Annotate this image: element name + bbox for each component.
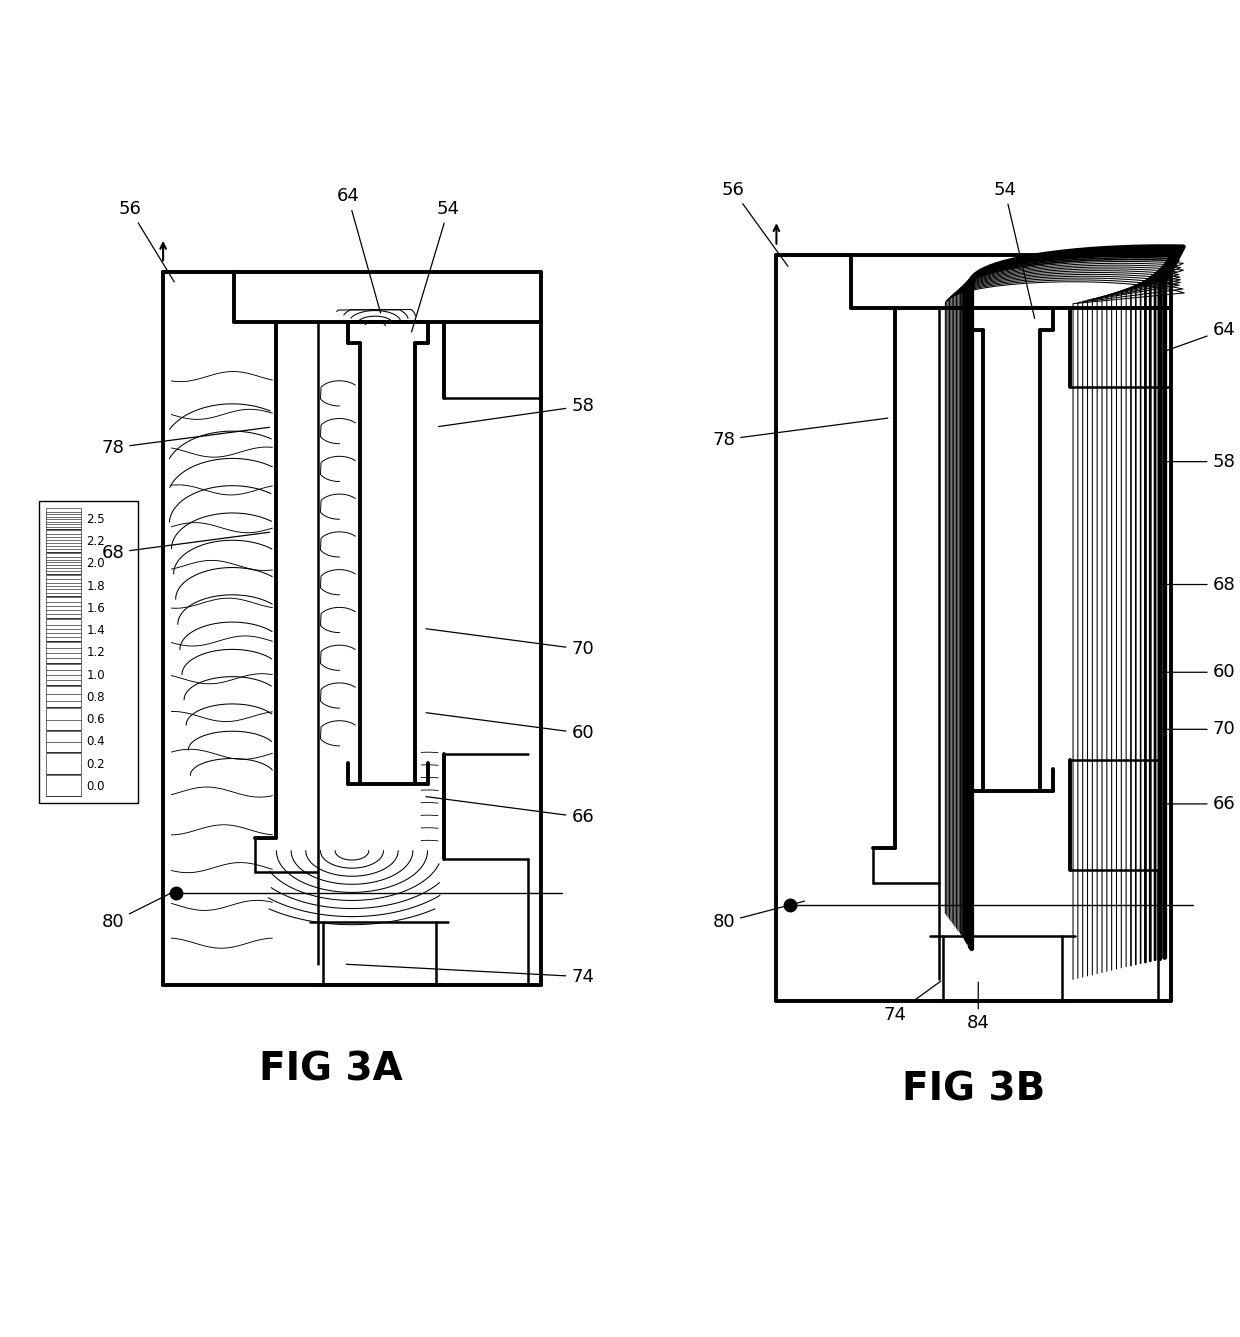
Bar	[46, 552, 82, 574]
Text: 60: 60	[1161, 663, 1235, 682]
Text: 64: 64	[336, 187, 381, 313]
Text: 1.4: 1.4	[87, 624, 105, 636]
Text: 0.6: 0.6	[87, 713, 105, 726]
Bar	[40, 501, 138, 802]
Text: 2.0: 2.0	[87, 558, 105, 571]
Text: 1.8: 1.8	[87, 579, 105, 592]
Text: 0.4: 0.4	[87, 735, 105, 749]
Text: 84: 84	[967, 983, 990, 1032]
Text: 58: 58	[439, 397, 594, 427]
Text: 0.8: 0.8	[87, 691, 105, 703]
Bar	[46, 775, 82, 797]
Bar	[46, 531, 82, 552]
Text: 78: 78	[102, 428, 269, 457]
Text: 70: 70	[427, 628, 594, 658]
Text: 56: 56	[118, 199, 175, 282]
Text: 0.2: 0.2	[87, 758, 105, 770]
Bar	[46, 575, 82, 596]
Text: 56: 56	[722, 180, 787, 266]
Text: 54: 54	[993, 180, 1034, 318]
Text: FIG 3A: FIG 3A	[259, 1050, 403, 1088]
Text: 2.5: 2.5	[87, 513, 105, 525]
Text: 66: 66	[427, 797, 594, 826]
Bar	[46, 709, 82, 730]
Text: 66: 66	[1161, 796, 1235, 813]
Text: 1.6: 1.6	[87, 602, 105, 615]
Text: 1.2: 1.2	[87, 646, 105, 659]
Text: 64: 64	[1166, 321, 1235, 352]
Text: 78: 78	[712, 418, 888, 449]
Bar	[46, 642, 82, 663]
Text: 80: 80	[102, 890, 177, 931]
Text: 70: 70	[1161, 721, 1235, 738]
Bar	[46, 730, 82, 751]
Bar	[46, 664, 82, 685]
Text: 74: 74	[883, 981, 941, 1024]
Text: 68: 68	[1161, 575, 1235, 594]
Bar	[46, 508, 82, 529]
Text: 58: 58	[1161, 453, 1235, 471]
Bar	[46, 686, 82, 707]
Text: 80: 80	[713, 901, 805, 932]
Bar	[46, 619, 82, 640]
Text: 74: 74	[346, 964, 594, 985]
Text: FIG 3B: FIG 3B	[903, 1070, 1045, 1108]
Text: 0.0: 0.0	[87, 779, 105, 793]
Text: 2.2: 2.2	[87, 535, 105, 548]
Text: 60: 60	[427, 713, 594, 742]
Text: 1.0: 1.0	[87, 668, 105, 682]
Bar	[46, 753, 82, 774]
Bar	[46, 598, 82, 618]
Text: 68: 68	[102, 532, 269, 562]
Text: 54: 54	[412, 199, 460, 332]
